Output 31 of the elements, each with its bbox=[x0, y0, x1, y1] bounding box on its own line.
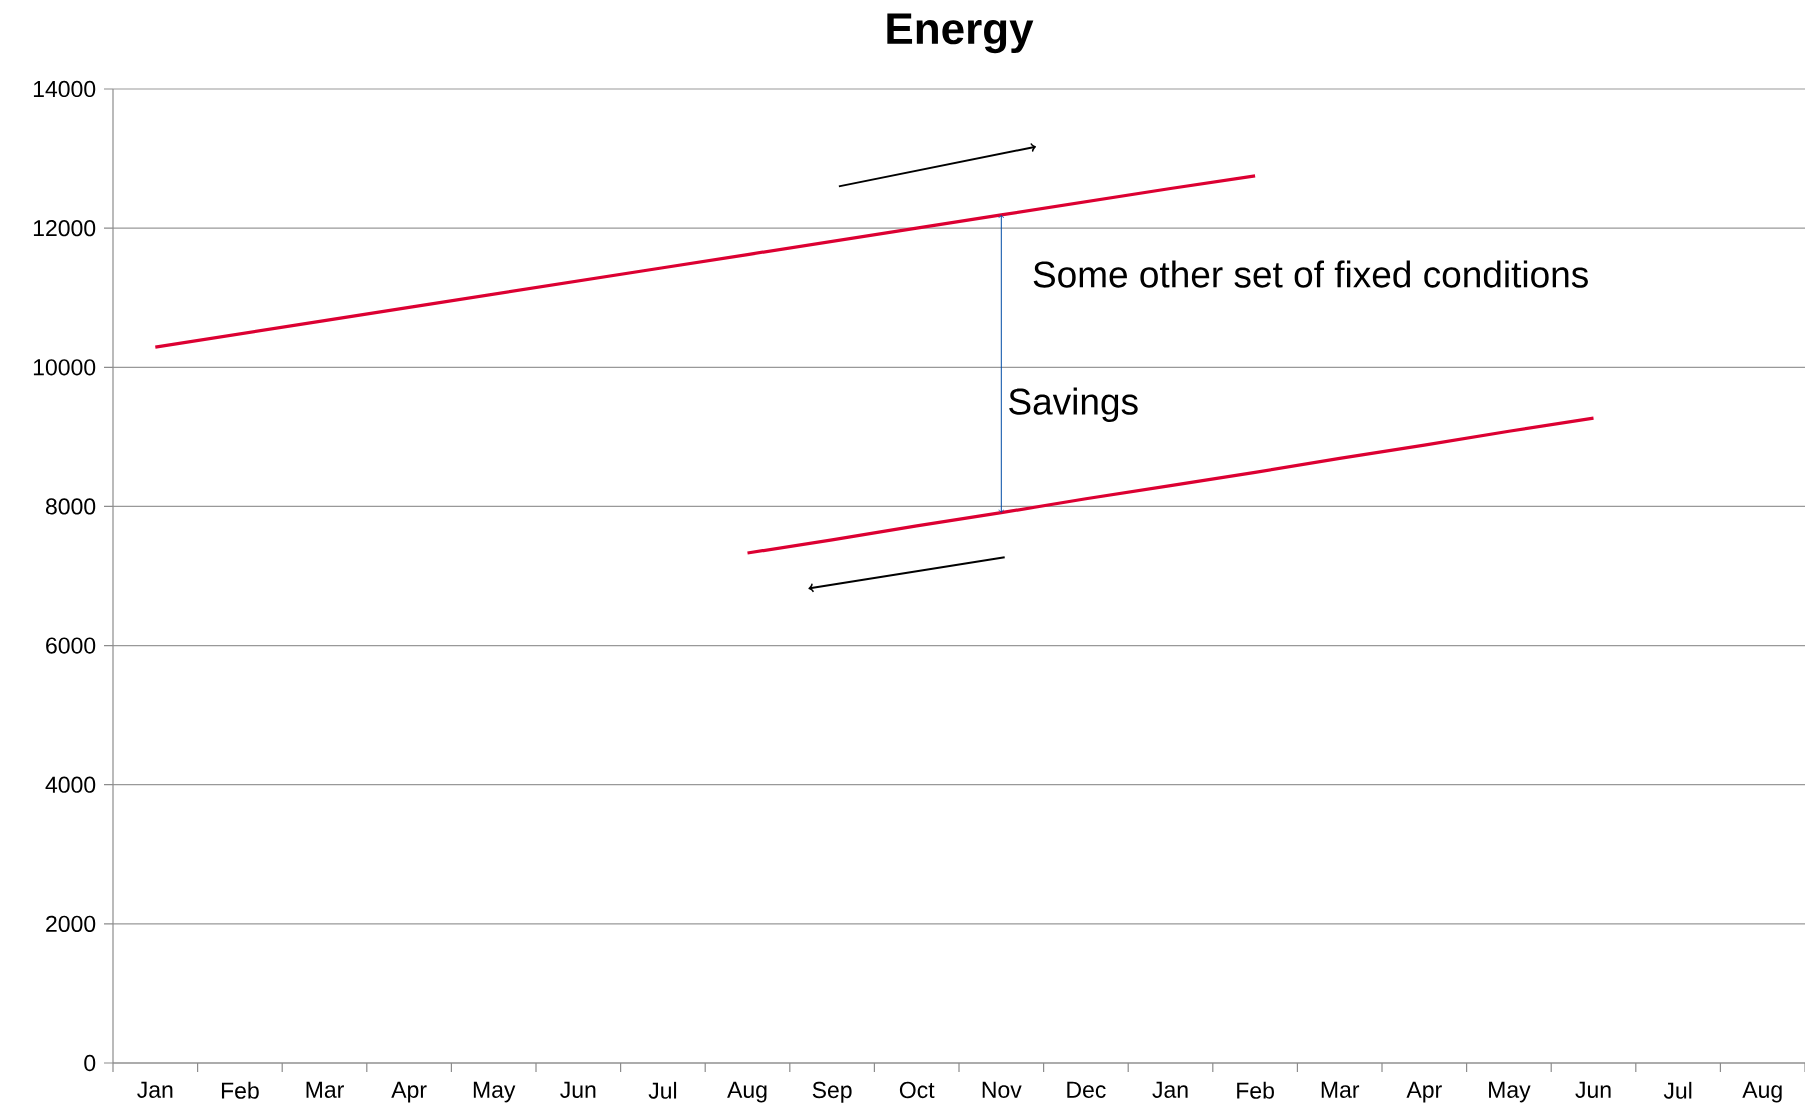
x-tick-label: Jun bbox=[560, 1081, 596, 1098]
y-tick-label: 2000 bbox=[46, 915, 96, 932]
x-tick-label: Oct bbox=[899, 1081, 935, 1099]
y-tick-label: 8000 bbox=[45, 498, 96, 515]
x-tick-label: Nov bbox=[982, 1081, 1022, 1098]
x-tick-label: Feb bbox=[221, 1081, 259, 1099]
x-tick-label: Dec bbox=[1067, 1081, 1106, 1098]
x-tick-label: Jul bbox=[648, 1081, 677, 1099]
y-tick-label: 14000 bbox=[33, 80, 96, 98]
x-tick-label: Jan bbox=[137, 1081, 173, 1098]
y-tick-label: 0 bbox=[84, 1054, 96, 1072]
y-tick-label: 4000 bbox=[45, 776, 96, 793]
x-tick-label: Apr bbox=[391, 1081, 427, 1103]
x-tick-label: Mar bbox=[306, 1081, 344, 1098]
chart-title: Energy bbox=[887, 13, 1034, 54]
x-tick-label: May bbox=[1489, 1081, 1531, 1103]
x-tick-label: Aug bbox=[727, 1081, 767, 1103]
x-tick-label: Jan bbox=[1152, 1081, 1188, 1098]
x-tick-label: May bbox=[473, 1081, 516, 1103]
x-tick-label: Aug bbox=[1742, 1081, 1782, 1103]
y-tick-label: 10000 bbox=[33, 359, 96, 376]
x-tick-label: Jun bbox=[1575, 1081, 1611, 1098]
y-tick-label: 12000 bbox=[33, 219, 96, 237]
x-tick-label: Jul bbox=[1663, 1081, 1692, 1099]
x-tick-label: Sep bbox=[812, 1081, 852, 1103]
x-tick-label: Mar bbox=[1321, 1081, 1360, 1098]
y-tick-label: 6000 bbox=[46, 637, 96, 654]
x-tick-label: Feb bbox=[1237, 1081, 1274, 1099]
annotation: Savings bbox=[1009, 387, 1138, 423]
annotation: Some other set of fixed conditions bbox=[1033, 260, 1588, 288]
x-tick-label: Apr bbox=[1406, 1081, 1442, 1103]
